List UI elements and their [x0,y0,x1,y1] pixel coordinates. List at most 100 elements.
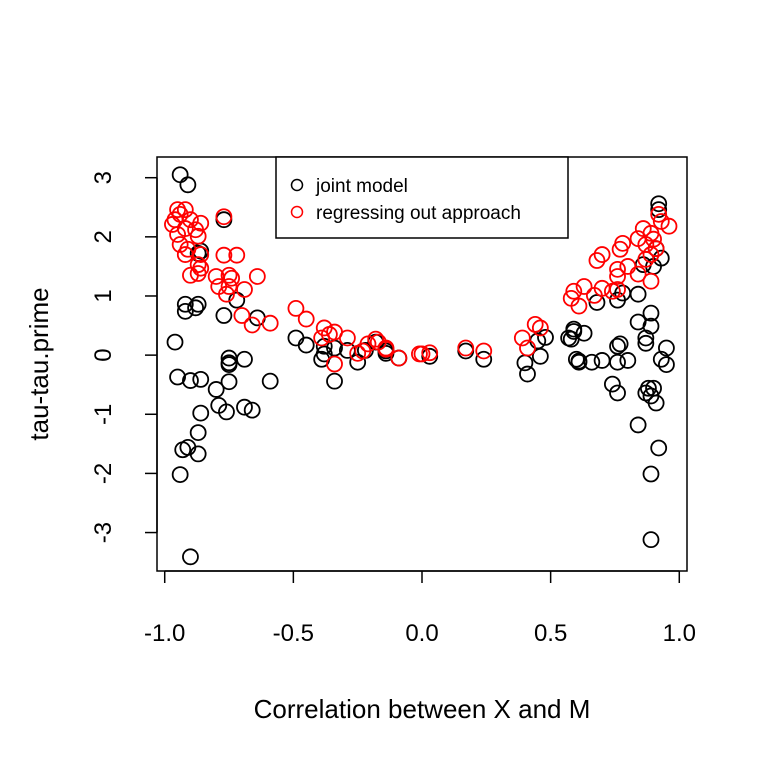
data-point [475,350,493,368]
data-point [390,349,408,367]
series-regressing-out [164,201,678,373]
data-point [642,304,660,322]
data-point [537,328,554,346]
data-point [603,375,621,393]
data-point [187,299,204,317]
x-axis: -1.0 -0.5 0.0 0.5 1.0 [144,570,696,647]
data-point [652,350,670,368]
data-point [457,339,475,357]
data-point [171,466,189,483]
data-point [176,302,194,320]
data-point [189,424,207,442]
series-joint-model [166,166,675,566]
data-point [243,316,261,334]
x-tick-label: -0.5 [273,620,314,647]
data-point [189,445,207,463]
data-point [629,285,647,303]
data-point [182,266,199,284]
data-point [243,401,261,419]
data-point [248,268,266,285]
data-point [297,336,315,354]
data-point [650,195,668,213]
data-point [570,353,588,371]
y-tick-label: -1 [90,404,117,425]
legend-label-regressing-out: regressing out approach [316,203,521,224]
data-point [637,250,655,268]
data-point [261,314,279,332]
data-point [650,201,668,219]
data-point [192,246,210,263]
data-point [629,416,647,434]
data-point [287,300,305,317]
data-point [182,372,199,389]
legend-marker-regressing-out [290,205,304,219]
data-point [182,548,199,566]
data-point [169,226,186,243]
data-point [647,394,665,412]
x-tick-label: 0.5 [534,620,567,647]
legend-label-joint-model: joint model [315,176,408,197]
y-tick-label: -2 [90,463,117,484]
data-point [320,326,338,343]
data-point [642,465,660,483]
data-point [637,334,655,352]
y-tick-label: -3 [90,522,117,543]
data-point [531,347,549,365]
data-point [338,329,356,347]
x-axis-title: Correlation between X and M [254,694,591,724]
data-point [629,265,647,283]
data-point [611,335,629,353]
data-point [189,295,207,313]
data-point [220,266,238,284]
y-tick-label: 0 [90,348,117,361]
data-point [261,372,279,390]
data-point [169,368,186,386]
data-point [658,339,675,357]
data-point [567,350,585,368]
data-point [650,439,668,457]
data-points [164,166,678,566]
data-point [189,227,207,245]
data-point [220,278,238,295]
data-point [562,330,580,348]
data-point [637,329,655,347]
data-point [526,315,544,333]
data-point [531,319,549,337]
x-tick-label: 1.0 [663,620,696,647]
data-point [575,278,593,295]
data-point [182,211,199,229]
data-point [236,281,253,298]
legend-marker-joint-model [290,178,304,192]
data-point [313,329,331,347]
data-point [233,307,251,324]
y-tick-label: 3 [90,171,117,184]
data-point [650,205,668,223]
legend: joint model regressing out approach [275,156,569,239]
data-point [349,353,367,371]
data-point [588,294,606,311]
data-point [660,217,678,235]
data-point [413,345,431,363]
data-point [609,384,626,402]
data-point [220,356,238,373]
data-point [519,339,536,357]
data-point [176,295,194,313]
data-point [609,291,626,309]
data-point [236,350,253,368]
data-point [609,260,626,278]
data-point [297,310,315,328]
data-point [642,246,660,263]
data-point [421,344,439,362]
data-point [176,201,194,219]
data-point [192,370,210,388]
legend-box [275,156,569,239]
data-point [215,208,233,226]
data-point [326,372,343,390]
data-point [570,297,588,315]
data-point [166,333,184,351]
data-point [593,246,611,263]
data-point [585,286,603,304]
x-tick-label: 0.0 [405,620,438,647]
data-point [611,240,629,258]
